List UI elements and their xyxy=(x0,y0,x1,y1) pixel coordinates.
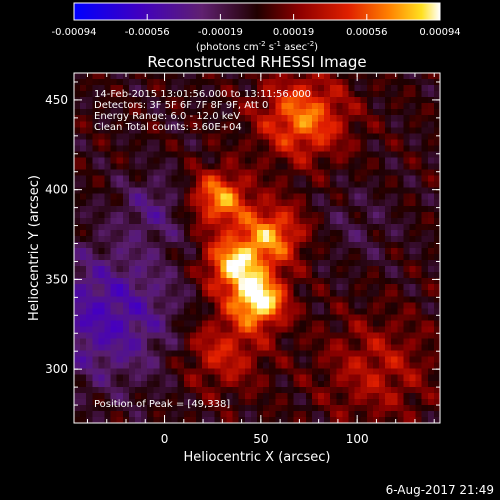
colorbar xyxy=(73,2,441,21)
y-tick-label: 450 xyxy=(45,93,68,107)
footer-timestamp: 6-Aug-2017 21:49 xyxy=(386,483,494,497)
plot-frame xyxy=(73,72,441,424)
colorbar-tick-label: -0.00019 xyxy=(198,27,243,38)
colorbar-ticks: -0.00094 -0.00056 -0.00019 0.00019 0.00056 0.… xyxy=(52,14,461,38)
y-tick-label: 300 xyxy=(45,362,68,376)
colorbar-tick-label: 0.00019 xyxy=(273,27,314,38)
y-tick-label: 400 xyxy=(45,183,68,197)
x-tick-label: 100 xyxy=(346,432,369,446)
chart-title: Reconstructed RHESSI Image xyxy=(147,53,366,71)
y-axis-label: Heliocentric Y (arcsec) xyxy=(27,175,42,321)
colorbar-tick-label: -0.00094 xyxy=(52,27,97,38)
heatmap-image xyxy=(74,73,440,423)
colorbar-tick-label: 0.00056 xyxy=(346,27,387,38)
y-tick-label: 350 xyxy=(45,272,68,286)
annotation-peak: Position of Peak = [49,338] xyxy=(94,399,230,410)
x-tick-label: 50 xyxy=(253,432,268,446)
annotation-detectors: Detectors: 3F 5F 6F 7F 8F 9F, Att 0 xyxy=(94,100,268,111)
annotation-energy: Energy Range: 6.0 - 12.0 keV xyxy=(94,111,240,122)
colorbar-tick-label: 0.00094 xyxy=(419,27,460,38)
axis-ticks: 0 50 100 300 350 400 450 xyxy=(45,73,440,446)
colorbar-tick-label: -0.00056 xyxy=(125,27,170,38)
colorbar-label: (photons cm-2 s-1 asec-2) xyxy=(196,40,318,53)
x-tick-label: 0 xyxy=(161,432,169,446)
x-axis-label: Heliocentric X (arcsec) xyxy=(184,450,331,465)
annotation-clean: Clean Total counts: 3.60E+04 xyxy=(94,122,242,133)
annotation-time: 14-Feb-2015 13:01:56.000 to 13:11:56.000 xyxy=(94,89,311,100)
